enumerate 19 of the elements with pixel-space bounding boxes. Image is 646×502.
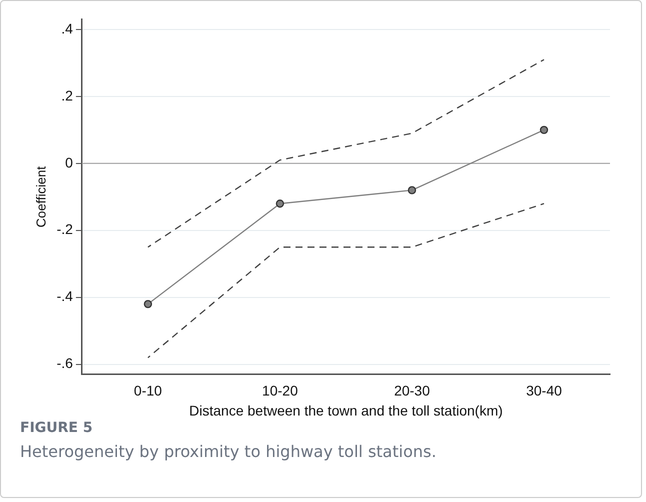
x-tick-label: 0-10 xyxy=(134,382,162,399)
line-series xyxy=(147,58,545,248)
x-axis-title: Distance between the town and the toll station(km) xyxy=(189,402,503,418)
y-axis-title: Coefficient xyxy=(33,166,48,228)
x-tick-label: 20-30 xyxy=(394,382,430,399)
point xyxy=(408,186,416,194)
x-tick-label: 30-40 xyxy=(526,382,562,399)
point xyxy=(276,200,284,208)
point xyxy=(144,300,152,308)
y-tick-label: -.4 xyxy=(56,288,74,304)
y-tick-label: .4 xyxy=(61,20,74,36)
point xyxy=(540,126,548,134)
y-tick-label: -.2 xyxy=(56,221,74,238)
text: Heterogeneity by proximity to highway toll stations. xyxy=(20,442,436,461)
x-tick-label: 10-20 xyxy=(262,382,298,399)
y-tick-label: 0 xyxy=(65,154,74,170)
y-tick-label: -.6 xyxy=(56,355,74,372)
y-tick-label: .2 xyxy=(61,87,74,104)
caption: FIGURE 5 xyxy=(20,420,94,436)
